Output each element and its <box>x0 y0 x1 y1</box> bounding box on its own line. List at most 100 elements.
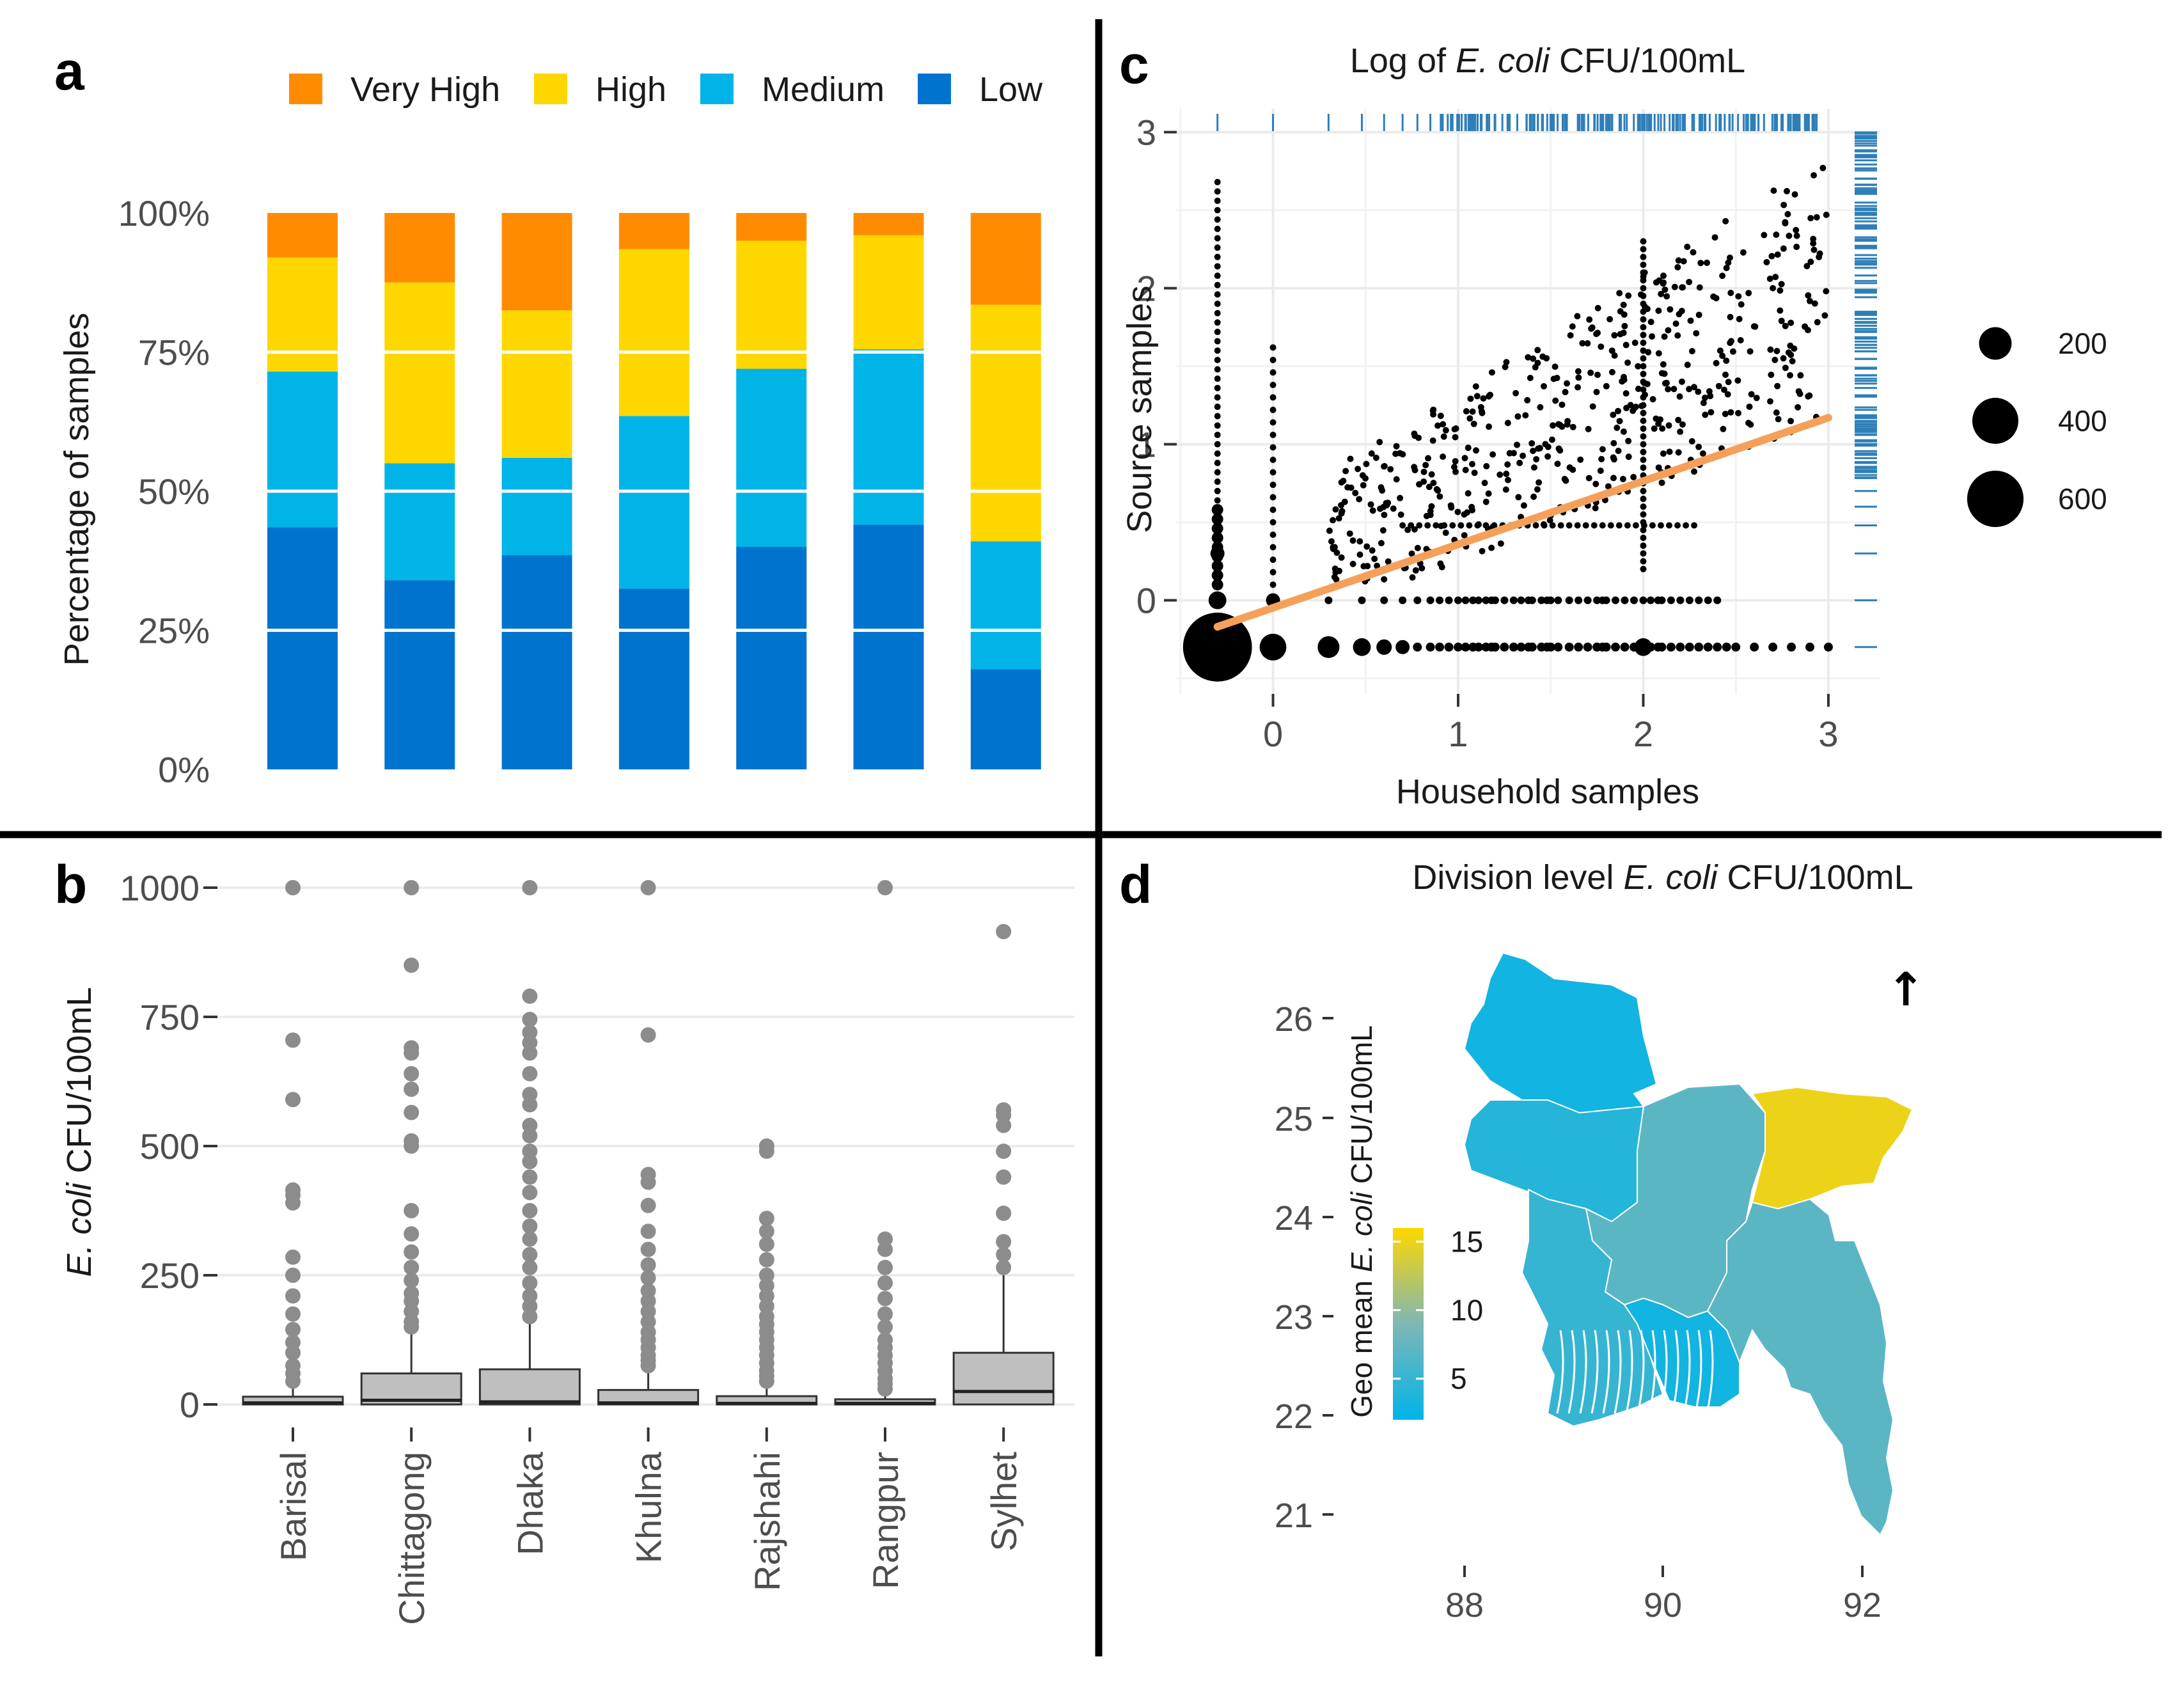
scatter-big-point-c <box>1259 633 1287 661</box>
outlier-point-b <box>285 1268 301 1283</box>
scatter-point-c <box>1621 596 1629 604</box>
regression-line-c <box>1213 414 1832 631</box>
scatter-point-c <box>1647 318 1654 326</box>
outlier-point-b <box>522 1012 538 1028</box>
scatter-point-c <box>1691 468 1698 475</box>
outlier-point-b <box>996 1246 1012 1262</box>
scatter-point-c <box>1773 231 1780 238</box>
scatter-point-c <box>1612 596 1620 604</box>
legend-label-medium: Medium <box>762 70 884 109</box>
scatter-point-c <box>1349 560 1356 567</box>
scatter-point-c <box>1426 483 1433 491</box>
scatter-point-c <box>1416 522 1423 529</box>
bar-segment-low <box>384 580 455 769</box>
scatter-point-c <box>1811 246 1818 253</box>
scatter-point-c <box>1473 642 1483 652</box>
colorbar-tick-label-d: 5 <box>1450 1362 1467 1395</box>
scatter-point-c <box>1457 522 1465 529</box>
river-line <box>1637 1330 1645 1414</box>
scatter-point-c <box>1734 377 1741 384</box>
scatter-point-c <box>1703 642 1713 652</box>
scatter-point-c <box>1211 532 1223 544</box>
x-tick-label-b: Khulna <box>629 1451 669 1563</box>
scatter-point-c <box>1371 555 1378 562</box>
scatter-point-c <box>1620 642 1630 652</box>
scatter-point-c <box>1466 522 1473 529</box>
outlier-point-b <box>522 1203 538 1218</box>
bar-segment-medium <box>853 349 924 525</box>
scatter-point-c <box>1649 396 1656 403</box>
scatter-point-c <box>1599 522 1606 529</box>
bangladesh-map <box>1463 952 1913 1536</box>
scatter-point-c <box>1783 187 1790 194</box>
scatter-point-c <box>1701 394 1708 401</box>
outlier-point-b <box>285 1288 301 1304</box>
river-line <box>1683 1330 1691 1414</box>
scatter-point-c <box>1214 188 1221 195</box>
scatter-point-c <box>1214 235 1221 242</box>
scatter-point-c <box>1690 384 1697 391</box>
y-tick-label-c: 3 <box>1136 113 1156 153</box>
outlier-point-b <box>285 1321 301 1337</box>
scatter-point-c <box>1723 358 1730 365</box>
outlier-point-b <box>522 1087 538 1103</box>
scatter-point-c <box>1639 596 1647 604</box>
scatter-point-c <box>1214 347 1221 354</box>
scatter-point-c <box>1786 372 1793 379</box>
scatter-point-c <box>1468 460 1475 468</box>
y-tick-label-b: 500 <box>140 1126 200 1167</box>
rug-right-c <box>1855 131 1877 648</box>
size-legend-dot-c <box>1979 327 2012 360</box>
scatter-point-c <box>1559 401 1566 408</box>
scatter-point-c <box>1640 457 1647 463</box>
scatter-point-c <box>1393 443 1400 450</box>
scatter-point-c <box>1404 526 1411 533</box>
scatter-point-c <box>1695 388 1702 395</box>
outlier-point-b <box>877 1259 893 1275</box>
scatter-point-c <box>1214 301 1221 307</box>
scatter-point-c <box>1640 386 1647 393</box>
scatter-point-c <box>1367 501 1374 508</box>
scatter-point-c <box>1632 522 1639 529</box>
panel-d: d Division level E. coli CFU/100mL 21222… <box>1119 854 1925 1624</box>
north-arrow-icon: ↑ <box>1887 963 1925 1016</box>
scatter-point-c <box>1554 460 1561 468</box>
scatter-point-c <box>1368 450 1375 457</box>
scatter-point-c <box>1796 390 1803 397</box>
scatter-point-c <box>1269 394 1277 401</box>
scatter-point-c <box>1420 468 1427 475</box>
scatter-point-c <box>1745 290 1752 297</box>
scatter-point-c <box>1601 642 1611 652</box>
scatter-point-c <box>1214 338 1221 345</box>
scatter-point-c <box>1719 272 1726 279</box>
scatter-point-c <box>1544 443 1552 450</box>
outlier-point-b <box>522 1184 538 1200</box>
y-tick-label-a: 75% <box>138 333 210 373</box>
scatter-point-c <box>1269 356 1277 363</box>
scatter-point-c <box>1546 642 1555 652</box>
scatter-point-c <box>1695 311 1702 318</box>
outlier-point-b <box>640 1223 656 1239</box>
scatter-point-c <box>1427 508 1434 515</box>
scatter-point-c <box>1438 523 1445 530</box>
scatter-point-c <box>1380 596 1388 604</box>
scatter-point-c <box>1735 409 1742 416</box>
scatter-point-c <box>1649 522 1656 529</box>
scatter-point-c <box>1347 455 1354 462</box>
scatter-point-c <box>1731 642 1741 652</box>
bar-segment-medium <box>736 368 807 547</box>
scatter-point-c <box>1656 277 1663 284</box>
scatter-point-c <box>1574 642 1583 652</box>
scatter-point-c <box>1440 421 1447 428</box>
scatter-point-c <box>1607 522 1614 529</box>
scatter-point-c <box>1746 403 1753 410</box>
points-c <box>1182 164 1833 682</box>
outlier-point-b <box>285 1182 301 1198</box>
scatter-point-c <box>1797 372 1804 379</box>
scatter-point-c <box>1617 308 1624 315</box>
scatter-point-c <box>1524 397 1531 404</box>
scatter-point-c <box>1411 526 1418 533</box>
title-c: Log of E. coli CFU/100mL <box>1350 42 1745 80</box>
scatter-point-c <box>1727 409 1734 416</box>
